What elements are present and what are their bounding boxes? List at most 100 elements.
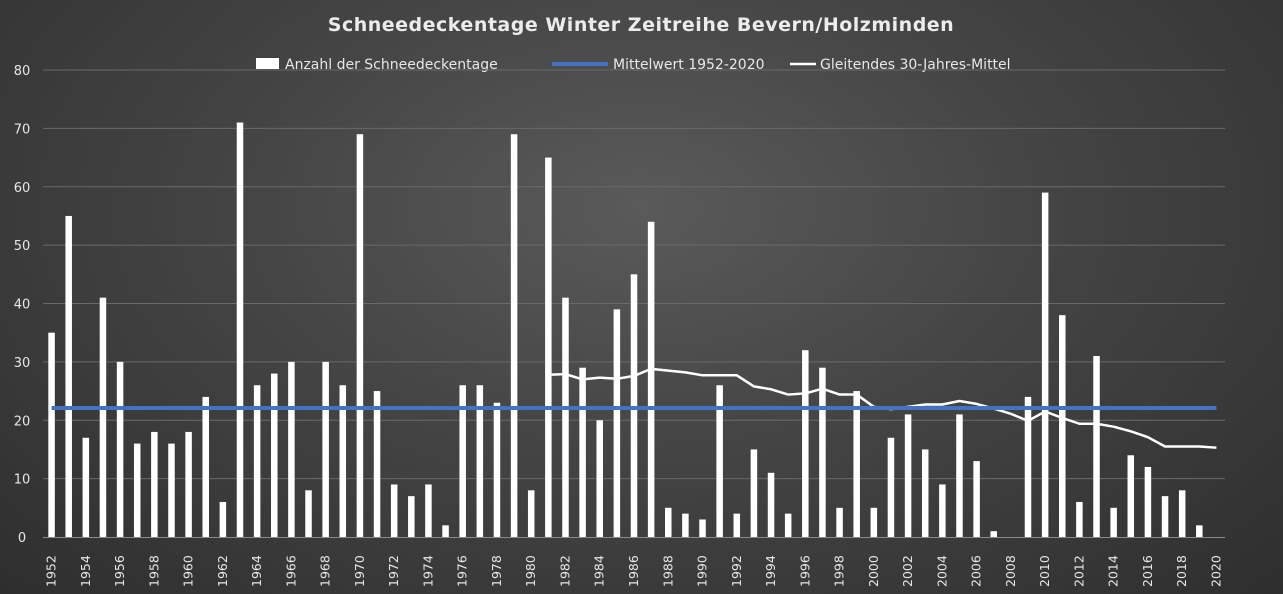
bar <box>973 461 980 537</box>
bar <box>408 496 415 537</box>
bar <box>288 361 295 537</box>
x-tick-label: 1968 <box>318 555 333 587</box>
bar <box>887 437 895 537</box>
bar <box>151 431 158 537</box>
bar <box>356 134 364 537</box>
x-tick-label: 1994 <box>763 555 778 587</box>
x-tick-label: 1996 <box>797 555 812 587</box>
x-tick-label: 1958 <box>146 555 161 587</box>
bar <box>767 472 775 537</box>
bar <box>116 361 124 537</box>
bar <box>1196 525 1203 537</box>
y-tick-label: 20 <box>14 414 31 429</box>
x-tick-label: 1972 <box>386 555 401 587</box>
bar <box>82 437 90 537</box>
bar <box>1041 192 1049 537</box>
x-tick-label: 2012 <box>1071 555 1086 587</box>
bar <box>373 391 381 537</box>
bar <box>1161 496 1169 537</box>
bar <box>596 420 603 537</box>
x-tick-label: 1998 <box>832 555 847 587</box>
x-tick-label: 2014 <box>1106 555 1121 587</box>
bar <box>65 215 72 537</box>
x-tick-label: 2010 <box>1037 555 1052 587</box>
x-tick-label: 1980 <box>523 555 538 587</box>
bar <box>1093 356 1100 537</box>
chart-title: Schneedeckentage Winter Zeitreihe Bevern… <box>328 14 954 36</box>
x-tick-label: 1960 <box>181 555 196 587</box>
x-tick-label: 1992 <box>729 555 744 587</box>
y-tick-label: 50 <box>14 239 31 254</box>
bar <box>956 414 963 537</box>
bar <box>202 396 209 537</box>
bar <box>339 385 347 537</box>
bar <box>939 484 946 537</box>
bar <box>185 431 192 537</box>
bar <box>510 134 518 537</box>
bar <box>802 350 809 537</box>
bar <box>630 274 638 537</box>
bar <box>1110 507 1117 537</box>
bar <box>647 221 655 537</box>
legend: Anzahl der Schneedeckentage Mittelwert 1… <box>256 57 1011 73</box>
bar <box>99 297 107 537</box>
x-tick-label: 2006 <box>969 555 984 587</box>
x-tick-label: 2016 <box>1140 555 1155 587</box>
bar <box>1144 466 1152 537</box>
y-tick-label: 0 <box>18 531 26 546</box>
legend-label-mean: Mittelwert 1952-2020 <box>613 57 765 73</box>
bar <box>1127 455 1135 537</box>
legend-label-bars: Anzahl der Schneedeckentage <box>285 57 498 73</box>
bar <box>236 122 244 537</box>
x-tick-label: 1964 <box>249 555 264 587</box>
bar <box>459 385 466 537</box>
y-tick-label: 40 <box>14 298 31 313</box>
bar <box>271 373 278 537</box>
bar <box>168 443 175 537</box>
x-tick-label: 1984 <box>592 555 607 587</box>
bar <box>750 449 758 537</box>
bar <box>904 414 912 537</box>
bar <box>733 513 741 537</box>
bar-series <box>48 122 1203 537</box>
x-tick-label: 1986 <box>626 555 641 587</box>
bar <box>682 513 689 537</box>
x-tick-label: 1978 <box>489 555 504 587</box>
x-tick-label: 1962 <box>215 555 230 587</box>
y-tick-label: 30 <box>14 356 31 371</box>
x-axis: 1952 1954 1956 1958 1960 1962 1964 1966 1968 1970… <box>43 537 1225 587</box>
bar <box>921 449 929 537</box>
bar <box>836 507 843 537</box>
bar <box>442 525 449 537</box>
x-tick-label: 2008 <box>1003 555 1018 587</box>
bar <box>305 490 312 537</box>
x-tick-label: 1988 <box>660 555 675 587</box>
bar <box>527 490 535 537</box>
legend-swatch-bars <box>256 58 279 69</box>
x-tick-label: 1974 <box>420 555 435 587</box>
x-tick-label: 1954 <box>78 555 93 587</box>
x-tick-label: 2002 <box>900 555 915 587</box>
bar <box>390 484 398 537</box>
bar <box>819 367 826 537</box>
bar <box>562 297 569 537</box>
bar <box>48 332 55 537</box>
bar <box>545 157 552 537</box>
y-tick-label: 80 <box>14 64 31 79</box>
bar <box>1059 315 1066 537</box>
x-tick-label: 1956 <box>112 555 127 587</box>
x-tick-label: 2020 <box>1208 555 1223 587</box>
bar <box>493 402 501 537</box>
bar <box>990 531 997 537</box>
bar <box>853 391 860 537</box>
legend-label-moving-average: Gleitendes 30-Jahres-Mittel <box>820 57 1011 73</box>
x-tick-label: 2018 <box>1174 555 1189 587</box>
x-tick-label: 2004 <box>934 555 949 587</box>
bar <box>870 507 878 537</box>
bar <box>253 385 261 537</box>
bar <box>219 501 227 537</box>
bar <box>1076 501 1083 537</box>
bar <box>579 367 586 537</box>
bar <box>1024 396 1032 537</box>
